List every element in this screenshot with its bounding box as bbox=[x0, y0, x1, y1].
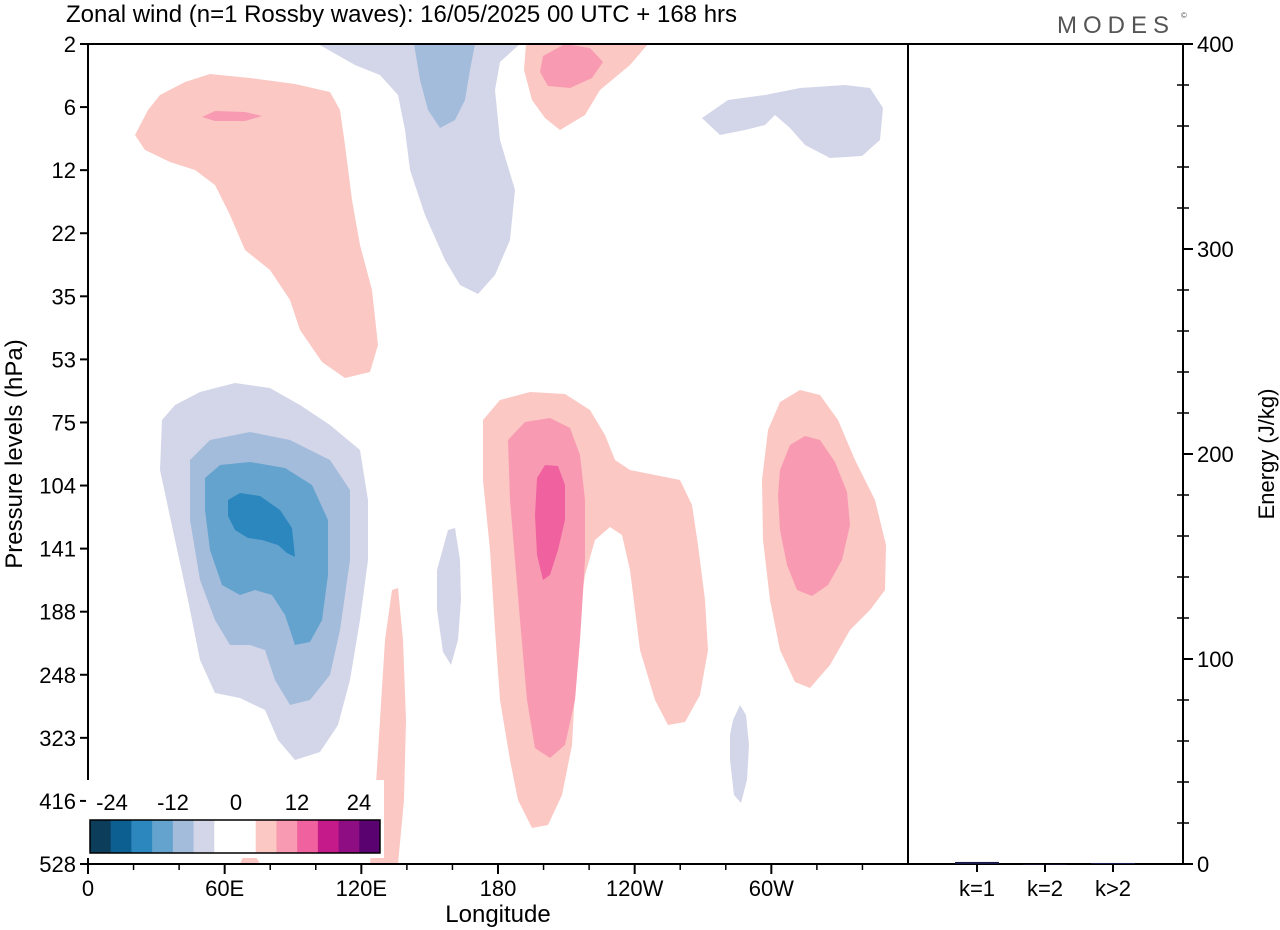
energy-bars: k=1 k=2 k>2 bbox=[955, 861, 1135, 901]
colorbar-legend: -24 -12 0 12 24 bbox=[86, 780, 384, 858]
pressure-tick-label: 12 bbox=[52, 158, 76, 183]
y-axis-label: Pressure levels (hPa) bbox=[1, 339, 28, 568]
contour-neg-upper-right bbox=[702, 85, 883, 158]
contour-pos-lower-right-l2 bbox=[778, 436, 850, 596]
pressure-tick-label: 75 bbox=[52, 410, 76, 435]
contour-pos-upper-mid-core bbox=[540, 44, 603, 88]
pressure-tick-label: 35 bbox=[52, 284, 76, 309]
colorbar-border bbox=[89, 819, 381, 854]
colorbar-label: 0 bbox=[230, 790, 242, 815]
longitude-tick-label: 120E bbox=[336, 876, 387, 901]
energy-tick-label: 300 bbox=[1197, 237, 1234, 262]
pressure-tick-label: 141 bbox=[39, 537, 76, 562]
colorbar-label: 12 bbox=[285, 790, 309, 815]
pressure-tick-label: 6 bbox=[64, 95, 76, 120]
energy-tick-label: 200 bbox=[1197, 442, 1234, 467]
colorbar-swatch bbox=[297, 820, 319, 853]
colorbar-swatch bbox=[338, 820, 360, 853]
contour-neg-lower-left-l4 bbox=[228, 493, 295, 557]
pressure-tick-label: 22 bbox=[52, 221, 76, 246]
longitude-tick-label: 180 bbox=[480, 876, 517, 901]
bar-category-label: k>2 bbox=[1095, 876, 1131, 901]
colorbar-swatch bbox=[214, 820, 236, 853]
longitude-tick-label: 0 bbox=[82, 876, 94, 901]
chart-title: Zonal wind (n=1 Rossby waves): 16/05/202… bbox=[66, 1, 737, 28]
energy-axis: 0 100 200 300 400 bbox=[1177, 32, 1234, 877]
contour-neg-upper-mid bbox=[318, 44, 520, 294]
energy-tick-label: 400 bbox=[1197, 32, 1234, 57]
colorbar-swatch bbox=[172, 820, 195, 853]
colorbar-swatch bbox=[317, 820, 340, 853]
colorbar-label: -24 bbox=[96, 790, 128, 815]
energy-bar bbox=[1091, 862, 1135, 864]
contour-pos-lower-mid-l3 bbox=[535, 465, 565, 580]
pressure-tick-label: 188 bbox=[39, 600, 76, 625]
colorbar-swatch bbox=[276, 820, 298, 853]
contour-pos-lower-mid-l2 bbox=[508, 418, 585, 758]
contour-fields bbox=[135, 44, 886, 864]
pressure-tick-label: 104 bbox=[39, 474, 76, 499]
pressure-tick-label: 528 bbox=[39, 852, 76, 877]
pressure-tick-label: 416 bbox=[39, 789, 76, 814]
colorbar-swatch bbox=[152, 820, 174, 853]
contour-pos-upper-left-core bbox=[202, 111, 262, 121]
bar-category-label: k=2 bbox=[1027, 876, 1063, 901]
longitude-tick-label: 60W bbox=[749, 876, 794, 901]
pressure-tick-label: 53 bbox=[52, 347, 76, 372]
brand-mark: © bbox=[1181, 11, 1187, 20]
contour-neg-upper-mid-core bbox=[414, 44, 475, 128]
colorbar-swatch bbox=[131, 820, 153, 853]
longitude-tick-label: 60E bbox=[205, 876, 244, 901]
colorbar-swatch bbox=[110, 820, 132, 853]
colorbar-swatch bbox=[359, 820, 381, 853]
pressure-axis: 2 6 12 22 35 53 75 104 141 188 248 323 416 528 bbox=[39, 32, 88, 877]
colorbar-swatch bbox=[193, 820, 215, 853]
longitude-tick-label: 120W bbox=[606, 876, 664, 901]
pressure-tick-label: 2 bbox=[64, 32, 76, 57]
pressure-tick-label: 323 bbox=[39, 726, 76, 751]
colorbar-swatch bbox=[90, 820, 112, 853]
colorbar-label: 24 bbox=[347, 790, 371, 815]
contour-neg-small-mid bbox=[437, 528, 461, 665]
energy-bar bbox=[955, 861, 999, 864]
pressure-tick-label: 248 bbox=[39, 663, 76, 688]
colorbar-swatch bbox=[255, 820, 277, 853]
energy-tick-label: 100 bbox=[1197, 647, 1234, 672]
colorbar-label: -12 bbox=[157, 790, 189, 815]
bar-category-label: k=1 bbox=[959, 876, 995, 901]
contour-neg-small-right bbox=[730, 705, 749, 803]
brand-logo: MODES bbox=[1057, 12, 1175, 39]
colorbar-swatch bbox=[235, 820, 257, 853]
longitude-axis: 0 60E 120E 180 120W 60W bbox=[82, 864, 864, 901]
x-axis-label: Longitude bbox=[445, 901, 550, 928]
energy-tick-label: 0 bbox=[1197, 852, 1209, 877]
contour-pos-upper-left bbox=[135, 74, 378, 378]
energy-axis-label: Energy (J/kg) bbox=[1254, 389, 1279, 520]
